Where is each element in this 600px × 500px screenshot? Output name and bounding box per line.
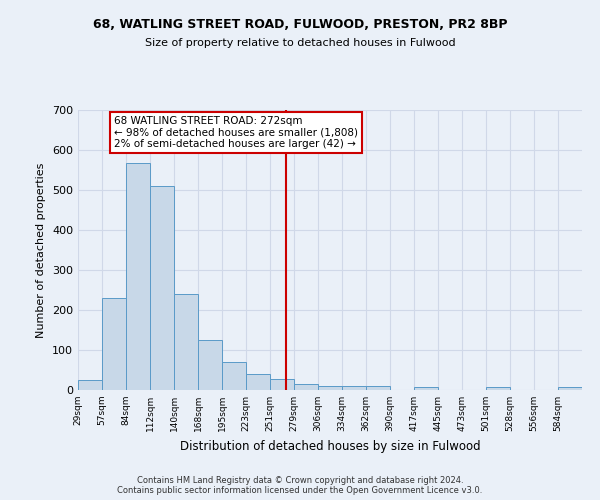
Bar <box>198 340 222 390</box>
Text: 68 WATLING STREET ROAD: 272sqm
← 98% of detached houses are smaller (1,808)
2% o: 68 WATLING STREET ROAD: 272sqm ← 98% of … <box>114 116 358 149</box>
Bar <box>414 387 438 390</box>
Bar <box>342 386 366 390</box>
Bar <box>174 294 198 390</box>
Bar <box>318 386 342 390</box>
Bar <box>246 374 270 390</box>
X-axis label: Distribution of detached houses by size in Fulwood: Distribution of detached houses by size … <box>179 440 481 452</box>
Bar <box>294 384 318 390</box>
Bar <box>126 163 150 390</box>
Bar <box>78 380 102 390</box>
Bar <box>270 379 294 390</box>
Y-axis label: Number of detached properties: Number of detached properties <box>37 162 46 338</box>
Bar <box>102 298 126 390</box>
Bar <box>150 186 174 390</box>
Text: Contains HM Land Registry data © Crown copyright and database right 2024.
Contai: Contains HM Land Registry data © Crown c… <box>118 476 482 495</box>
Bar <box>366 386 390 390</box>
Text: Size of property relative to detached houses in Fulwood: Size of property relative to detached ho… <box>145 38 455 48</box>
Bar <box>222 362 246 390</box>
Bar <box>558 387 582 390</box>
Bar <box>486 387 510 390</box>
Text: 68, WATLING STREET ROAD, FULWOOD, PRESTON, PR2 8BP: 68, WATLING STREET ROAD, FULWOOD, PRESTO… <box>93 18 507 30</box>
